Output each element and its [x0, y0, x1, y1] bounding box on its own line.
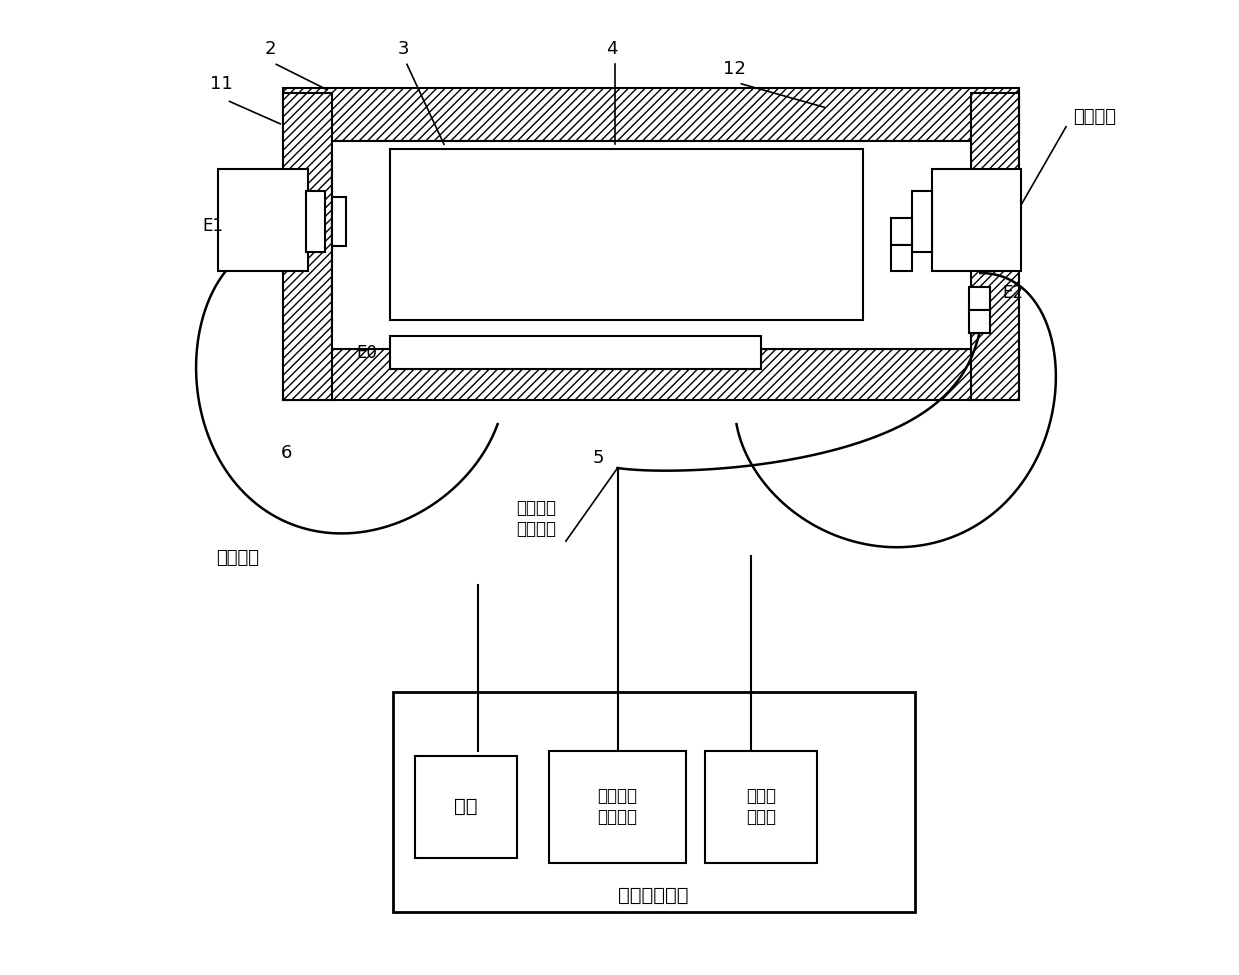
Text: 温度信号
光接收器: 温度信号 光接收器	[597, 787, 638, 826]
Bar	[705, 751, 818, 863]
Bar	[284, 93, 332, 400]
Bar	[306, 191, 325, 252]
Bar	[284, 88, 1020, 141]
Text: 光源: 光源	[453, 797, 477, 816]
Text: 出射光纤: 出射光纤	[1073, 108, 1116, 126]
Bar	[332, 197, 346, 246]
Text: 5: 5	[592, 449, 603, 467]
Bar	[549, 751, 686, 863]
Text: 6: 6	[280, 445, 291, 462]
Text: 12: 12	[724, 60, 746, 78]
Bar	[218, 169, 307, 271]
Bar	[891, 245, 912, 271]
Bar	[932, 169, 1021, 271]
Bar	[891, 218, 912, 245]
Bar	[390, 149, 864, 320]
Text: E2: E2	[1002, 284, 1023, 301]
Bar	[332, 141, 970, 349]
Bar	[912, 191, 932, 252]
Text: E1: E1	[202, 217, 223, 235]
Bar	[970, 93, 1020, 400]
Text: 2: 2	[265, 41, 276, 58]
Text: 11: 11	[211, 75, 233, 93]
Text: 4: 4	[606, 41, 617, 58]
Bar	[969, 310, 990, 333]
Bar	[393, 692, 914, 912]
Text: 3: 3	[398, 41, 409, 58]
Bar	[969, 287, 990, 310]
Text: 入射光纤: 入射光纤	[216, 549, 259, 566]
Bar	[415, 756, 517, 858]
Text: 光信号
接收器: 光信号 接收器	[746, 787, 776, 826]
Text: 光信号解调器: 光信号解调器	[618, 885, 689, 905]
Text: E0: E0	[357, 344, 377, 362]
Bar	[390, 336, 761, 369]
Bar	[284, 349, 1020, 400]
Text: 温度信号
输出光纤: 温度信号 输出光纤	[517, 499, 556, 538]
